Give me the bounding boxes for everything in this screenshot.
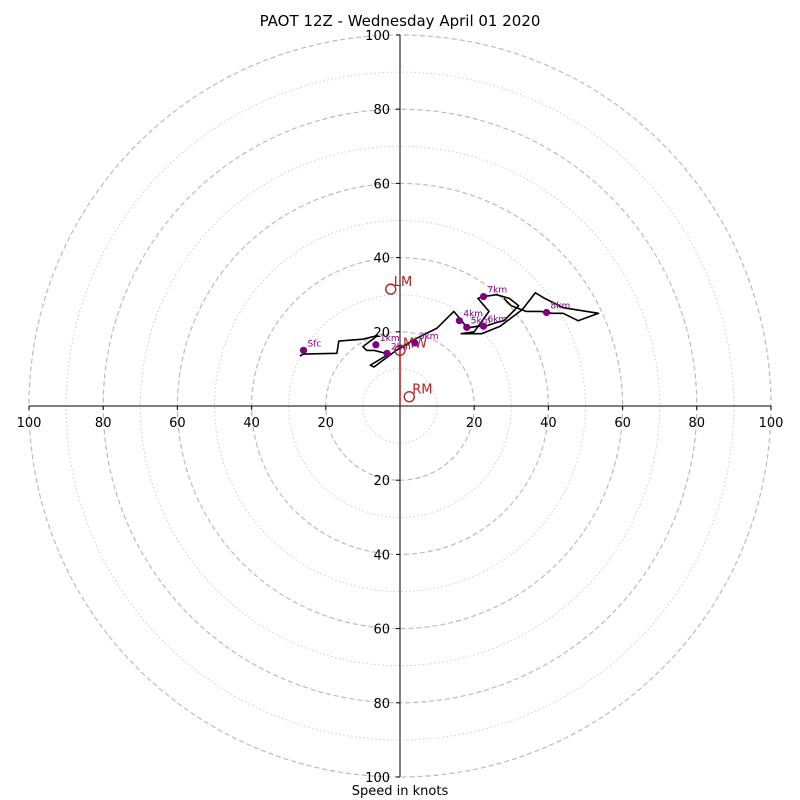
- height-point-3km: [411, 339, 419, 347]
- y-tick-label: 40: [373, 548, 390, 563]
- height-label-7km: 7km: [487, 286, 507, 296]
- x-tick-label: 60: [614, 416, 631, 431]
- storm-motion-point-rm: [403, 391, 415, 403]
- x-tick-label: 80: [689, 416, 706, 431]
- hodograph-trace: [299, 291, 600, 368]
- tick-labels: 100 80 60 40 20 20 40 60 80 100 20 40 60 80 100 20 40 60 8…: [17, 29, 784, 786]
- x-tick-label: 20: [466, 416, 483, 431]
- chart-title: PAOT 12Z - Wednesday April 01 2020: [260, 12, 541, 30]
- storm-motion-point-mw: [394, 344, 406, 357]
- height-point-1km: [372, 341, 380, 349]
- x-tick-label: 80: [95, 416, 112, 431]
- height-point-7km: [479, 292, 488, 301]
- height-label-4km: 4km: [463, 310, 483, 320]
- height-point-6km: [479, 322, 488, 330]
- storm-motion-point-lm: [385, 283, 397, 295]
- y-tick-label: 100: [365, 29, 390, 44]
- height-label-2km: 2km: [391, 342, 411, 352]
- x-tick-label: 40: [243, 416, 260, 431]
- y-tick-label: 60: [373, 177, 390, 192]
- height-label-sfc: Sfc: [308, 339, 322, 349]
- y-tick-label: 20: [373, 474, 390, 489]
- wind-trace: [299, 291, 600, 368]
- x-tick-label: 100: [759, 416, 784, 431]
- storm-motion-label-lm: LM: [394, 275, 412, 290]
- height-label-5km: 5km: [471, 316, 491, 326]
- height-point-5km: [463, 323, 471, 331]
- y-tick-label: 60: [373, 623, 390, 638]
- height-label-8km: 8km: [551, 302, 571, 312]
- height-point-2km: [383, 349, 391, 357]
- height-point-sfc: [299, 346, 308, 354]
- y-tick-label: 20: [373, 326, 390, 341]
- height-label-3km: 3km: [419, 332, 439, 342]
- height-point-8km: [542, 308, 551, 317]
- x-tick-label: 60: [169, 416, 186, 431]
- height-point-4km: [455, 317, 463, 325]
- y-tick-label: 80: [373, 103, 390, 118]
- y-tick-label: 80: [373, 697, 390, 712]
- x-tick-label: 100: [17, 416, 42, 431]
- y-tick-label: 100: [365, 771, 390, 786]
- y-tick-label: 40: [373, 252, 390, 267]
- x-tick-label: 20: [318, 416, 335, 431]
- x-axis-label: Speed in knots: [352, 784, 449, 799]
- height-label-6km: 6km: [487, 315, 507, 325]
- storm-motion-label-rm: RM: [412, 383, 432, 398]
- height-label-1km: 1km: [380, 334, 400, 344]
- x-tick-label: 40: [540, 416, 557, 431]
